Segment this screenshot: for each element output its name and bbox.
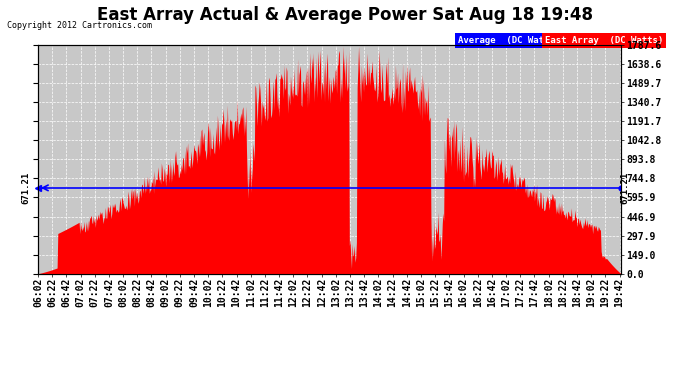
Text: Copyright 2012 Cartronics.com: Copyright 2012 Cartronics.com: [7, 21, 152, 30]
Text: 671.21: 671.21: [620, 172, 629, 204]
Text: East Array Actual & Average Power Sat Aug 18 19:48: East Array Actual & Average Power Sat Au…: [97, 6, 593, 24]
Text: Average  (DC Watts): Average (DC Watts): [457, 36, 560, 45]
Text: East Array  (DC Watts): East Array (DC Watts): [545, 36, 664, 45]
Text: 671.21: 671.21: [21, 172, 30, 204]
